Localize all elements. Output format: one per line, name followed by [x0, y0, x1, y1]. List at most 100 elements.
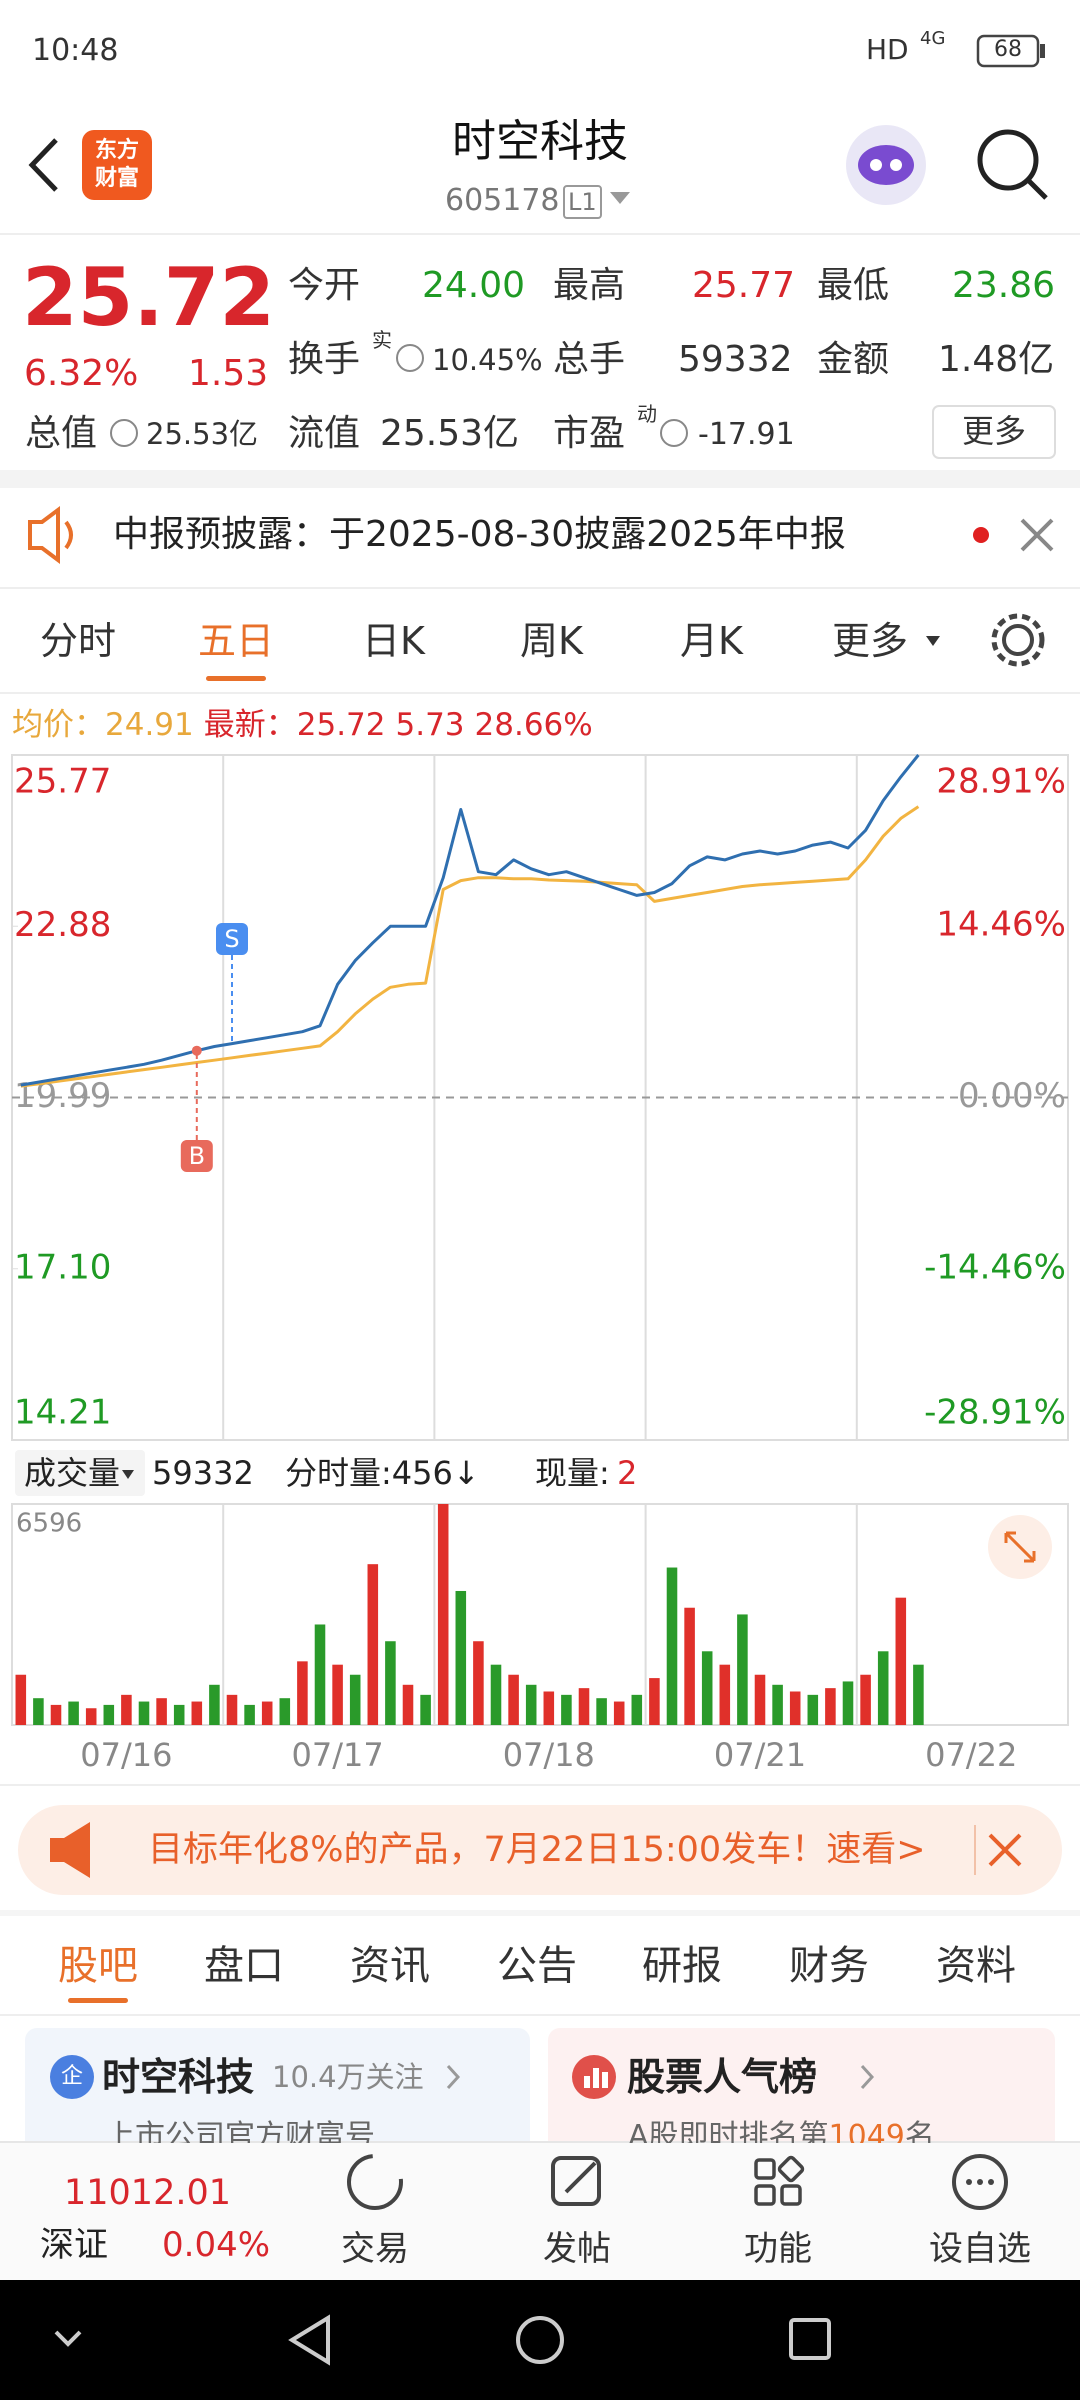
y2-tick-label: 28.91%	[936, 762, 1066, 802]
card[interactable]	[25, 2028, 530, 2168]
app-logo[interactable]: 东方 财富	[82, 130, 152, 200]
buy-marker-label: B	[189, 1142, 205, 1170]
latest-change-percent: 28.66%	[474, 707, 593, 743]
tab[interactable]: 日K	[362, 619, 425, 663]
volume-bar	[226, 1694, 238, 1725]
volume-bar	[525, 1684, 537, 1725]
buy-marker	[180, 1140, 213, 1172]
card-followers: 10.4万关注	[272, 2060, 424, 2094]
volume-title[interactable]: 成交量	[24, 1454, 121, 1492]
volume-bar	[825, 1688, 836, 1725]
more-button[interactable]	[932, 405, 1056, 459]
bottom-button[interactable]: 功能	[744, 2229, 812, 2269]
notice-text[interactable]: 中报预披露：于2025-08-30披露2025年中报	[113, 514, 846, 555]
latest-change: 5.73	[395, 707, 465, 743]
volume-bar	[402, 1684, 414, 1725]
volume-bar	[68, 1701, 79, 1725]
bottom-button[interactable]: 设自选	[929, 2229, 1031, 2269]
field-label: 最高	[553, 265, 626, 306]
volume-bar	[279, 1698, 291, 1725]
field-value: 25.53亿	[380, 413, 520, 454]
ad-banner[interactable]	[18, 1805, 1062, 1895]
tab[interactable]: 分时	[40, 619, 117, 663]
volume-bar	[173, 1704, 185, 1725]
y-tick-label: 17.10	[14, 1247, 111, 1287]
volume-bar	[209, 1684, 220, 1725]
back-button[interactable]	[28, 138, 58, 192]
x-tick-label: 07/16	[80, 1736, 172, 1774]
field-value: 25.77	[692, 265, 796, 306]
y2-tick-label: -14.46%	[924, 1247, 1066, 1287]
field-value: 1.48亿	[938, 339, 1055, 380]
volume-bar	[578, 1688, 590, 1725]
tab[interactable]: 更多	[832, 619, 909, 663]
card[interactable]	[548, 2028, 1055, 2168]
volume-bar	[85, 1708, 97, 1725]
search-button[interactable]	[977, 129, 1039, 191]
info-icon[interactable]	[660, 419, 688, 447]
y2-tick-label: -28.91%	[924, 1393, 1066, 1433]
section-tab[interactable]: 公告	[497, 1943, 577, 1989]
field-value: -17.91	[698, 417, 795, 452]
index-value[interactable]: 11012.01	[64, 2173, 232, 2213]
code-dropdown[interactable]	[610, 192, 630, 204]
volume-bar	[701, 1651, 713, 1725]
card-icon-bar	[602, 2072, 608, 2088]
section-tab[interactable]: 盘口	[204, 1943, 284, 1989]
avg-price: 24.91	[105, 707, 194, 743]
card-title[interactable]: 时空科技	[102, 2055, 255, 2099]
nav-recent[interactable]	[789, 2318, 831, 2360]
volume-bar	[842, 1681, 854, 1725]
volume-bar	[191, 1701, 203, 1725]
volume-bar	[33, 1698, 44, 1725]
tab[interactable]: 五日	[198, 619, 275, 663]
close-notice[interactable]	[1020, 518, 1054, 552]
tab-indicator	[206, 676, 266, 681]
ad-text[interactable]: 目标年化8%的产品，7月22日15:00发车！速看>	[148, 1830, 926, 1870]
nav-hide[interactable]	[54, 2330, 82, 2347]
volume-bar	[508, 1674, 519, 1725]
volume-bar	[877, 1651, 889, 1725]
hd-indicator: HD	[866, 33, 909, 66]
tab[interactable]: 周K	[520, 619, 583, 663]
section-tab[interactable]: 股吧	[58, 1943, 138, 1989]
bottom-button[interactable]: 交易	[341, 2229, 409, 2269]
volume-bar	[737, 1614, 748, 1725]
notice-icon-wave	[64, 520, 73, 550]
volume-bar	[684, 1607, 695, 1725]
volume-bar	[666, 1567, 678, 1725]
card-icon-text: 企	[61, 2064, 84, 2089]
field-label: 总手	[553, 339, 626, 380]
change-amount: 1.53	[188, 353, 269, 394]
volume-total: 59332	[152, 1454, 254, 1492]
nav-home[interactable]	[516, 2316, 564, 2364]
volume-bar	[913, 1664, 924, 1725]
current-volume: 2	[617, 1454, 638, 1492]
volume-bar	[420, 1694, 431, 1725]
volume-bar	[807, 1694, 819, 1725]
nav-back[interactable]	[288, 2314, 330, 2366]
section-tab[interactable]: 资讯	[350, 1943, 430, 1989]
more-label[interactable]: 更多	[961, 412, 1026, 450]
latest-price: 25.72	[296, 707, 386, 743]
section-tab[interactable]: 资料	[936, 1943, 1016, 1989]
notice-icon	[28, 506, 60, 564]
section-tab[interactable]: 研报	[642, 1943, 722, 1989]
spacer	[0, 1910, 1080, 1916]
y-tick-label: 14.21	[14, 1393, 111, 1433]
volume-bar	[138, 1701, 150, 1725]
tab[interactable]: 月K	[680, 619, 743, 663]
volume-selector[interactable]	[15, 1450, 145, 1496]
info-icon[interactable]	[396, 344, 424, 372]
info-icon[interactable]	[110, 419, 138, 447]
bottom-button[interactable]: 发帖	[543, 2229, 611, 2269]
field-label: 今开	[288, 265, 361, 306]
x-tick-label: 07/21	[714, 1736, 806, 1774]
settings-button[interactable]	[1002, 624, 1034, 656]
card-icon-bar	[593, 2068, 599, 2088]
card-title[interactable]: 股票人气榜	[627, 2055, 818, 2099]
section-tab[interactable]: 财务	[789, 1943, 869, 1989]
volume-selector-arrow	[122, 1470, 134, 1479]
x-tick-label: 07/18	[503, 1736, 595, 1774]
close-ad[interactable]	[988, 1833, 1022, 1867]
